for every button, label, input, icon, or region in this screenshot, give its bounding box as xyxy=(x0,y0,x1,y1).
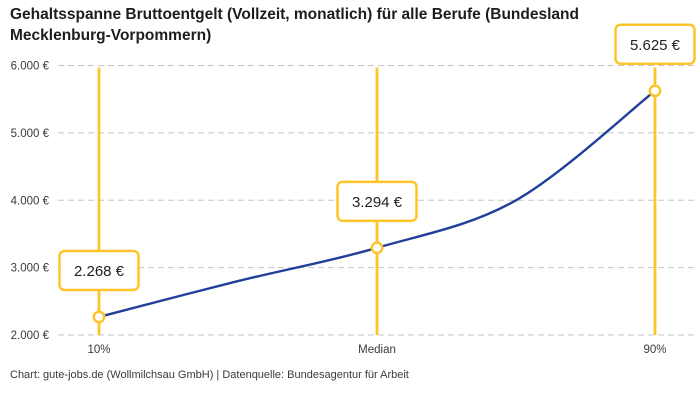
data-point-marker xyxy=(92,310,106,324)
data-point-marker xyxy=(648,84,662,98)
value-label-box xyxy=(58,249,140,292)
x-axis-tick-label: 10% xyxy=(87,344,110,356)
y-axis-tick-label: 3.000 € xyxy=(11,263,50,275)
y-axis-tick-label: 2.000 € xyxy=(11,330,50,342)
value-label-box xyxy=(336,180,418,223)
data-point-marker xyxy=(370,241,384,255)
x-axis-tick-label: 90% xyxy=(643,344,666,356)
value-label: 2.268 € xyxy=(74,263,125,280)
chart-source-credit: Chart: gute-jobs.de (Wollmilchsau GmbH) … xyxy=(10,369,409,381)
y-axis-tick-label: 5.000 € xyxy=(11,128,50,140)
y-axis-tick-label: 6.000 € xyxy=(11,61,50,73)
x-axis-tick-label: Median xyxy=(358,344,396,356)
chart-title: Gehaltsspanne Bruttoentgelt (Vollzeit, m… xyxy=(10,6,579,44)
y-axis-tick-label: 4.000 € xyxy=(11,195,50,207)
value-label: 5.625 € xyxy=(630,37,681,54)
value-label-box xyxy=(614,23,696,66)
value-label: 3.294 € xyxy=(352,194,403,211)
